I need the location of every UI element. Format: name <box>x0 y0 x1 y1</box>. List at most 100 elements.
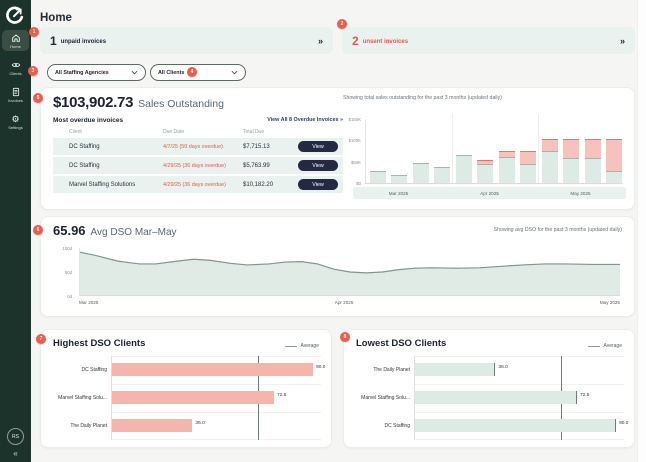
collapse-sidebar-button[interactable]: « <box>13 449 18 458</box>
invoice-due-date: 4/29/25 (36 days overdue) <box>163 162 226 169</box>
x-axis: Mar 2025 Apr 2025 May 2025 <box>353 187 626 199</box>
avg-dso-chart: 0d 50d 100d Mar 2025 Apr 2025 May 2025 <box>53 245 624 313</box>
bar-category-label: Marvel Staffing Solu... <box>361 395 410 401</box>
y-axis-label: $0 <box>356 181 361 186</box>
unsent-invoices-card[interactable]: 2 unsent invoices » <box>342 27 635 54</box>
overdue-invoices-table: Client Due Date Total Due DC Staffing 4/7… <box>53 127 343 195</box>
avg-dso-value: 65.96 <box>53 223 86 238</box>
sidebar-item-home[interactable]: Home <box>2 30 29 51</box>
dso-headline: 65.96 Avg DSO Mar–May <box>53 223 177 238</box>
view-invoice-button[interactable]: View <box>298 179 338 190</box>
annotation-badge-6: 6 <box>33 225 43 235</box>
outstanding-segment <box>477 164 494 183</box>
view-invoice-button[interactable]: View <box>298 160 338 171</box>
sidebar-item-label: Home <box>10 44 21 49</box>
unpaid-label: unpaid invoices <box>60 39 107 45</box>
area-plot <box>79 248 620 296</box>
stacked-bar <box>456 155 472 183</box>
annotation-badge-5: 5 <box>33 93 43 103</box>
invoice-row: Marvel Staffing Solutions 4/29/25 (36 day… <box>53 176 343 193</box>
sidebar-item-settings[interactable]: ⚙ Settings <box>2 111 29 132</box>
sales-amount-line: $103,902.73 Sales Outstanding <box>53 94 224 111</box>
outstanding-segment <box>542 150 558 183</box>
gridline <box>111 356 321 357</box>
dso-bar <box>415 363 496 376</box>
chevron-down-icon <box>131 70 138 75</box>
overdue-segment <box>498 151 515 157</box>
stacked-bar <box>434 167 451 183</box>
x-axis-label: May 2025 <box>570 190 591 196</box>
outstanding-segment <box>520 163 537 183</box>
home-icon <box>11 34 20 42</box>
overdue-segment <box>542 138 558 151</box>
sidebar-item-invoices[interactable]: Invoices <box>2 84 29 105</box>
gear-icon: ⚙ <box>11 114 20 124</box>
view-all-overdue-link[interactable]: View All 8 Overdue Invoices » <box>267 117 343 123</box>
area-chart-svg <box>80 251 620 295</box>
stacked-bar <box>477 159 494 183</box>
x-axis-label: Mar 2025 <box>79 300 99 305</box>
bar-value-label: 36.0 <box>498 365 508 370</box>
outstanding-segment <box>412 162 429 183</box>
category-labels: DC Staffing Marvel Staffing Solu... The Da… <box>53 356 107 440</box>
outstanding-segment <box>370 171 386 183</box>
bar-category-label: The Daily Planet <box>373 367 410 373</box>
app-logo[interactable] <box>5 5 25 25</box>
annotation-badge-2: 2 <box>337 19 347 29</box>
y-axis-label: $100K <box>348 138 361 144</box>
y-axis-label: $150K <box>348 117 361 122</box>
y-axis-label: $50K <box>350 159 361 165</box>
col-due-date: Due Date <box>163 128 185 135</box>
avg-dso-card: 65.96 Avg DSO Mar–May Showing avg DSO fo… <box>40 216 635 317</box>
bar-value-label: 90.0 <box>316 365 326 370</box>
unpaid-invoices-card[interactable]: 1 unpaid invoices » <box>40 27 333 54</box>
col-client: Client <box>69 128 82 135</box>
outstanding-segment <box>563 158 580 183</box>
sales-outstanding-label: Sales Outstanding <box>138 98 224 110</box>
x-axis-label: May 2025 <box>599 300 620 305</box>
avatar[interactable]: RS <box>7 428 24 445</box>
x-axis: Mar 2025 Apr 2025 May 2025 <box>79 300 620 308</box>
table-header-row: Client Due Date Total Due <box>53 127 343 136</box>
annotation-badge-1: 1 <box>29 27 39 37</box>
sidebar-item-clients[interactable]: Clients <box>2 57 29 78</box>
overdue-segment <box>563 138 580 159</box>
invoice-total-due: $7,715.13 <box>243 143 270 150</box>
overdue-segment <box>584 138 601 159</box>
x-axis-label: Apr 2025 <box>334 300 354 305</box>
bar-plot-area: 36.0 72.5 90.0 <box>414 356 628 440</box>
client-filter[interactable]: All Clients <box>150 64 246 81</box>
stacked-bar <box>606 138 623 183</box>
bar-category-label: The Daily Planet <box>70 423 107 429</box>
bar-value-label: 72.5 <box>579 393 590 398</box>
staffing-agency-filter-value: All Staffing Agencies <box>55 69 109 76</box>
lowest-dso-card: Lowest DSO Clients Average The Daily Pla… <box>343 329 635 448</box>
invoice-client: Marvel Staffing Solutions <box>69 181 136 188</box>
bar-category-label: Marvel Staffing Solu... <box>58 395 107 401</box>
bar-category-label: DC Staffing <box>81 367 107 373</box>
outstanding-segment <box>434 167 451 183</box>
chevron-right-icon: » <box>317 35 323 46</box>
invoice-action-cell: View <box>298 141 343 152</box>
annotation-badge-8: 8 <box>340 332 350 342</box>
unsent-count: 2 <box>352 33 359 48</box>
staffing-agency-filter[interactable]: All Staffing Agencies <box>47 64 146 81</box>
stacked-bar <box>563 138 580 183</box>
brand-logo-icon <box>6 6 24 24</box>
overdue-invoices-title: Most overdue invoices <box>53 117 124 124</box>
outstanding-segment <box>498 156 515 183</box>
sidebar-item-label: Settings <box>8 125 23 130</box>
overdue-segment <box>520 151 537 164</box>
y-axis-line <box>414 356 415 440</box>
overdue-segment <box>606 138 623 172</box>
bar-value-label: 72.5 <box>276 393 287 398</box>
dso-bar <box>112 419 193 432</box>
view-invoice-button[interactable]: View <box>298 141 338 152</box>
dso-bar <box>112 391 274 404</box>
month-separator <box>452 114 453 183</box>
sidebar-footer: RS « <box>0 428 31 458</box>
invoice-action-cell: View <box>298 160 343 171</box>
scrollbar-track[interactable] <box>637 0 646 462</box>
dso-chart-note: Showing avg DSO for the past 3 months (u… <box>493 227 622 233</box>
